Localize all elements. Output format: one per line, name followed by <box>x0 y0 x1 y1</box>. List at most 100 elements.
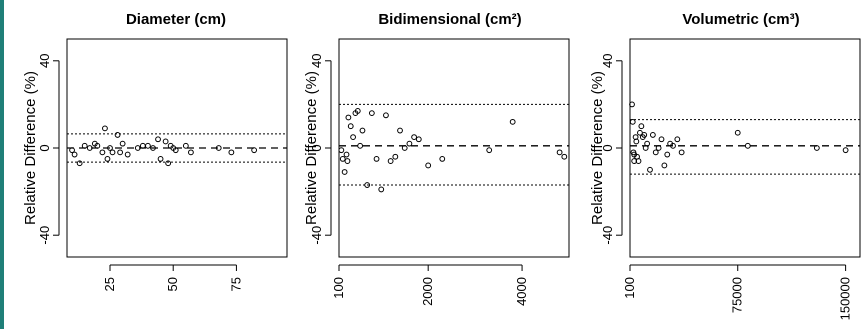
data-point <box>635 158 642 164</box>
data-point <box>638 123 645 130</box>
data-point <box>99 149 106 156</box>
data-point <box>439 156 446 162</box>
data-point <box>86 145 93 151</box>
data-point <box>354 108 361 114</box>
data-point <box>94 142 101 149</box>
data-point <box>744 142 751 149</box>
data-point <box>119 140 126 147</box>
data-point <box>411 134 418 141</box>
data-point <box>655 145 662 151</box>
data-point <box>401 145 408 151</box>
x-tick-label: 100 <box>622 277 637 299</box>
data-point <box>341 169 348 175</box>
data-point <box>109 149 116 156</box>
data-point <box>649 132 656 138</box>
data-point <box>134 145 141 151</box>
y-tick-label: -40 <box>37 226 52 245</box>
chart-panel-3: Volumetric (cm³) Relative Difference (%)-… <box>589 11 861 320</box>
data-point <box>368 110 375 117</box>
chart-title: Volumetric (cm³) <box>682 11 799 28</box>
bland-altman-figure: Diameter (cm)Relative Difference (%)-400… <box>22 11 861 320</box>
data-point <box>107 145 113 151</box>
x-tick-label: 25 <box>102 277 117 291</box>
data-point <box>378 186 385 193</box>
chart-panel-2: Bidimensional (cm²) Relative Difference (… <box>303 11 570 306</box>
data-point <box>556 149 563 156</box>
data-point <box>674 136 681 143</box>
data-point <box>145 142 151 149</box>
data-point <box>629 118 636 125</box>
data-point <box>561 153 568 160</box>
data-point <box>338 147 345 154</box>
data-point <box>406 140 413 147</box>
data-point <box>188 149 194 156</box>
data-point <box>215 145 222 151</box>
data-point <box>629 101 635 108</box>
data-point <box>251 147 258 154</box>
data-point <box>165 160 172 167</box>
data-point <box>842 147 849 154</box>
y-tick-label: 40 <box>309 54 324 68</box>
y-tick-label: 40 <box>600 54 615 68</box>
data-point <box>157 156 164 162</box>
data-point <box>652 149 659 156</box>
y-tick-label: -40 <box>600 226 615 245</box>
x-tick-label: 100 <box>331 277 346 299</box>
x-tick-label: 4000 <box>514 277 529 306</box>
figure-panel: Diameter (cm) Relative Difference (%) -40 0… <box>4 0 867 329</box>
data-point <box>397 127 403 134</box>
data-point <box>357 142 364 149</box>
chart-title: Diameter (cm) <box>126 11 226 28</box>
y-tick-label: 0 <box>37 144 52 151</box>
data-point <box>117 149 124 156</box>
x-tick-label: 75 <box>228 277 243 291</box>
data-point <box>633 138 640 145</box>
y-tick-label: -40 <box>309 226 324 245</box>
x-tick-label: 75000 <box>730 277 745 313</box>
data-point <box>102 125 108 132</box>
data-point <box>76 160 83 167</box>
chart-title: Bidimensional (cm²) <box>378 11 521 28</box>
data-point <box>104 156 111 162</box>
data-point <box>637 129 643 136</box>
x-tick-label: 150000 <box>838 277 853 320</box>
data-point <box>150 145 156 151</box>
data-point <box>347 123 354 130</box>
data-point <box>364 182 371 188</box>
data-point <box>647 166 653 173</box>
data-point <box>664 151 671 158</box>
data-point <box>813 145 820 151</box>
data-point <box>509 118 516 125</box>
data-point <box>162 138 169 145</box>
x-tick-label: 2000 <box>420 277 435 306</box>
y-tick-label: 40 <box>37 54 52 68</box>
data-point <box>339 156 346 162</box>
data-point <box>344 158 351 164</box>
data-point <box>155 136 161 143</box>
data-point <box>343 151 350 158</box>
data-point <box>486 147 493 154</box>
data-point <box>661 162 668 169</box>
data-point <box>658 136 665 143</box>
x-tick-label: 50 <box>165 277 180 291</box>
y-axis-label: Relative Difference (%) <box>589 71 606 225</box>
chart-panel-1: Diameter (cm) Relative Difference (%)-40 0… <box>22 11 288 291</box>
data-point <box>387 158 394 164</box>
data-point <box>228 149 235 156</box>
y-axis-label: Relative Difference (%) <box>303 71 320 225</box>
data-point <box>71 151 78 158</box>
data-point <box>383 112 389 119</box>
plot-box <box>338 38 570 258</box>
data-point <box>415 136 422 143</box>
data-point <box>81 142 88 149</box>
data-point <box>114 132 121 138</box>
data-point <box>124 151 131 158</box>
data-point <box>172 147 179 154</box>
data-point <box>425 162 432 169</box>
data-point <box>644 140 651 147</box>
y-tick-label: 0 <box>309 144 324 151</box>
data-point <box>678 149 685 156</box>
data-point <box>641 132 648 138</box>
y-axis-label: Relative Difference (%) <box>22 71 39 225</box>
data-point <box>182 142 189 149</box>
